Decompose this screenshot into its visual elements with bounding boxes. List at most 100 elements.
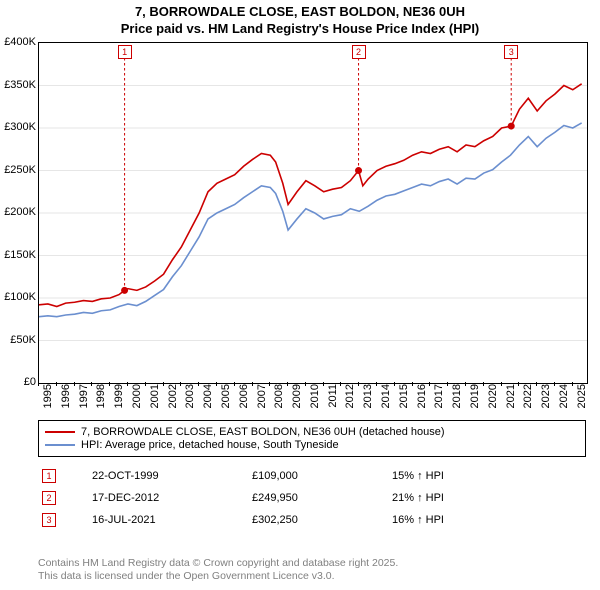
x-tick-label: 2016 xyxy=(416,384,428,408)
legend-label: 7, BORROWDALE CLOSE, EAST BOLDON, NE36 0… xyxy=(81,426,445,438)
x-tick-label: 2014 xyxy=(380,384,392,408)
marker-date: 17-DEC-2012 xyxy=(92,492,252,504)
x-tick-label: 2005 xyxy=(220,384,232,408)
x-tick-label: 1995 xyxy=(42,384,54,408)
x-tick-mark xyxy=(287,382,288,386)
marker-row: 1 22-OCT-1999 £109,000 15% ↑ HPI xyxy=(38,465,586,487)
x-tick-mark xyxy=(56,382,57,386)
y-tick-label: £400K xyxy=(4,36,36,48)
chart-title: 7, BORROWDALE CLOSE, EAST BOLDON, NE36 0… xyxy=(0,0,600,38)
x-tick-mark xyxy=(483,382,484,386)
x-tick-label: 2007 xyxy=(256,384,268,408)
y-tick-label: £300K xyxy=(4,121,36,133)
marker-price: £109,000 xyxy=(252,470,392,482)
legend-item: 7, BORROWDALE CLOSE, EAST BOLDON, NE36 0… xyxy=(45,426,579,438)
x-tick-mark xyxy=(429,382,430,386)
marker-hpi: 16% ↑ HPI xyxy=(392,514,512,526)
x-tick-mark xyxy=(501,382,502,386)
x-tick-label: 2008 xyxy=(273,384,285,408)
x-tick-label: 2011 xyxy=(327,384,339,408)
marker-number-icon: 1 xyxy=(118,45,132,59)
x-tick-mark xyxy=(394,382,395,386)
marker-price: £302,250 xyxy=(252,514,392,526)
title-line-1: 7, BORROWDALE CLOSE, EAST BOLDON, NE36 0… xyxy=(135,4,465,19)
legend: 7, BORROWDALE CLOSE, EAST BOLDON, NE36 0… xyxy=(38,420,586,457)
x-tick-mark xyxy=(447,382,448,386)
x-tick-label: 2023 xyxy=(540,384,552,408)
x-tick-mark xyxy=(572,382,573,386)
x-tick-label: 2010 xyxy=(309,384,321,408)
x-tick-label: 2012 xyxy=(344,384,356,408)
marker-date: 22-OCT-1999 xyxy=(92,470,252,482)
x-tick-label: 2024 xyxy=(558,384,570,408)
chart-container: 7, BORROWDALE CLOSE, EAST BOLDON, NE36 0… xyxy=(0,0,600,590)
x-tick-mark xyxy=(234,382,235,386)
x-tick-mark xyxy=(465,382,466,386)
x-tick-label: 2017 xyxy=(433,384,445,408)
x-tick-mark xyxy=(198,382,199,386)
x-tick-mark xyxy=(536,382,537,386)
x-tick-label: 2000 xyxy=(131,384,143,408)
x-tick-mark xyxy=(340,382,341,386)
legend-item: HPI: Average price, detached house, Sout… xyxy=(45,439,579,451)
x-tick-label: 2020 xyxy=(487,384,499,408)
y-tick-label: £350K xyxy=(4,79,36,91)
legend-swatch xyxy=(45,431,75,433)
x-tick-mark xyxy=(109,382,110,386)
legend-swatch xyxy=(45,444,75,446)
title-line-2: Price paid vs. HM Land Registry's House … xyxy=(121,21,480,36)
x-tick-mark xyxy=(554,382,555,386)
marker-row: 2 17-DEC-2012 £249,950 21% ↑ HPI xyxy=(38,487,586,509)
x-tick-label: 2003 xyxy=(184,384,196,408)
marker-box-icon: 2 xyxy=(42,491,56,505)
x-tick-label: 1996 xyxy=(60,384,72,408)
x-tick-mark xyxy=(38,382,39,386)
y-tick-label: £50K xyxy=(10,334,36,346)
marker-row: 3 16-JUL-2021 £302,250 16% ↑ HPI xyxy=(38,509,586,531)
y-tick-label: £150K xyxy=(4,249,36,261)
markers-table: 1 22-OCT-1999 £109,000 15% ↑ HPI 2 17-DE… xyxy=(38,465,586,531)
x-tick-mark xyxy=(216,382,217,386)
x-tick-label: 2022 xyxy=(522,384,534,408)
plot-svg xyxy=(39,43,587,383)
x-tick-mark xyxy=(252,382,253,386)
footer-line-1: Contains HM Land Registry data © Crown c… xyxy=(38,557,398,569)
marker-number-icon: 2 xyxy=(352,45,366,59)
x-tick-label: 2004 xyxy=(202,384,214,408)
x-tick-label: 1997 xyxy=(78,384,90,408)
x-tick-mark xyxy=(145,382,146,386)
x-tick-mark xyxy=(305,382,306,386)
x-tick-mark xyxy=(180,382,181,386)
x-tick-label: 2009 xyxy=(291,384,303,408)
x-tick-label: 2019 xyxy=(469,384,481,408)
y-tick-label: £0 xyxy=(24,376,36,388)
x-tick-label: 1998 xyxy=(95,384,107,408)
x-tick-mark xyxy=(323,382,324,386)
x-tick-label: 2018 xyxy=(451,384,463,408)
y-tick-label: £250K xyxy=(4,164,36,176)
footer-line-2: This data is licensed under the Open Gov… xyxy=(38,570,335,582)
x-tick-label: 2013 xyxy=(362,384,374,408)
x-tick-label: 2021 xyxy=(505,384,517,408)
x-tick-label: 2002 xyxy=(167,384,179,408)
x-tick-mark xyxy=(376,382,377,386)
marker-box-icon: 1 xyxy=(42,469,56,483)
x-tick-label: 2025 xyxy=(576,384,588,408)
marker-box-icon: 3 xyxy=(42,513,56,527)
y-tick-label: £200K xyxy=(4,206,36,218)
footer-attribution: Contains HM Land Registry data © Crown c… xyxy=(38,557,398,584)
marker-hpi: 15% ↑ HPI xyxy=(392,470,512,482)
marker-hpi: 21% ↑ HPI xyxy=(392,492,512,504)
x-tick-mark xyxy=(412,382,413,386)
x-tick-mark xyxy=(163,382,164,386)
x-tick-mark xyxy=(269,382,270,386)
marker-date: 16-JUL-2021 xyxy=(92,514,252,526)
x-tick-label: 2015 xyxy=(398,384,410,408)
marker-number-icon: 3 xyxy=(504,45,518,59)
legend-label: HPI: Average price, detached house, Sout… xyxy=(81,439,339,451)
x-tick-label: 2006 xyxy=(238,384,250,408)
x-tick-label: 1999 xyxy=(113,384,125,408)
x-tick-mark xyxy=(518,382,519,386)
x-tick-mark xyxy=(74,382,75,386)
x-tick-mark xyxy=(358,382,359,386)
